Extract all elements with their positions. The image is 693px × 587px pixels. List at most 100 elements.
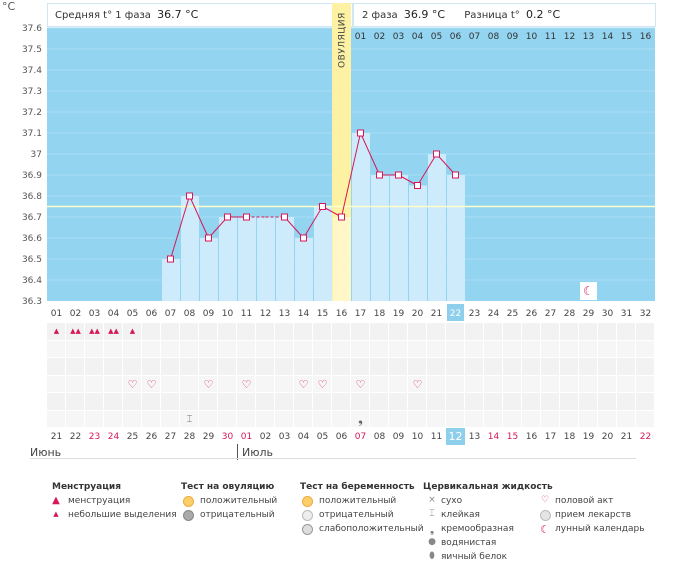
- grid-cell[interactable]: [66, 375, 84, 392]
- grid-cell[interactable]: [313, 393, 331, 410]
- grid-cell[interactable]: [503, 375, 521, 392]
- calendar-date[interactable]: 23: [88, 432, 101, 442]
- grid-cell[interactable]: [579, 410, 597, 427]
- grid-cell[interactable]: [256, 358, 274, 375]
- grid-cell[interactable]: [427, 340, 445, 357]
- grid-cell[interactable]: [123, 375, 141, 392]
- grid-cell[interactable]: [370, 410, 388, 427]
- grid-cell[interactable]: [636, 358, 654, 375]
- grid-cell[interactable]: [104, 375, 122, 392]
- grid-cell[interactable]: [199, 393, 217, 410]
- grid-cell[interactable]: [446, 358, 464, 375]
- grid-cell[interactable]: [47, 358, 65, 375]
- grid-cell[interactable]: [503, 393, 521, 410]
- grid-cell[interactable]: [256, 410, 274, 427]
- grid-cell[interactable]: [142, 323, 160, 340]
- grid-cell[interactable]: [85, 393, 103, 410]
- menstruation-icon[interactable]: ▲▲: [89, 327, 100, 335]
- grid-cell[interactable]: [256, 375, 274, 392]
- grid-cell[interactable]: [332, 393, 350, 410]
- grid-cell[interactable]: [370, 358, 388, 375]
- grid-cell[interactable]: [294, 375, 312, 392]
- heart-icon[interactable]: ♡: [127, 377, 138, 391]
- grid-cell[interactable]: [446, 375, 464, 392]
- grid-cell[interactable]: [142, 375, 160, 392]
- calendar-date[interactable]: 06: [335, 432, 348, 442]
- grid-cell[interactable]: [275, 323, 293, 340]
- grid-cell[interactable]: [161, 410, 179, 427]
- grid-cell[interactable]: [560, 375, 578, 392]
- calendar-date[interactable]: 28: [183, 432, 196, 442]
- grid-cell[interactable]: [85, 410, 103, 427]
- grid-cell[interactable]: [484, 340, 502, 357]
- grid-cell[interactable]: [636, 393, 654, 410]
- grid-cell[interactable]: [636, 375, 654, 392]
- calendar-date[interactable]: 21: [620, 432, 633, 442]
- menstruation-icon[interactable]: ▲▲: [70, 327, 81, 335]
- grid-cell[interactable]: [332, 410, 350, 427]
- calendar-date[interactable]: 05: [316, 432, 329, 442]
- grid-cell[interactable]: [389, 358, 407, 375]
- grid-cell[interactable]: [237, 410, 255, 427]
- grid-cell[interactable]: [218, 393, 236, 410]
- grid-cell[interactable]: [294, 393, 312, 410]
- heart-icon[interactable]: ♡: [203, 377, 214, 391]
- heart-icon[interactable]: ♡: [146, 377, 157, 391]
- grid-cell[interactable]: [579, 323, 597, 340]
- grid-cell[interactable]: [218, 323, 236, 340]
- grid-cell[interactable]: [180, 340, 198, 357]
- grid-cell[interactable]: [598, 340, 616, 357]
- creamy-icon[interactable]: ❟: [358, 411, 363, 426]
- grid-cell[interactable]: [85, 375, 103, 392]
- menstruation-icon[interactable]: ▲▲: [108, 327, 119, 335]
- grid-cell[interactable]: [237, 358, 255, 375]
- grid-cell[interactable]: [199, 323, 217, 340]
- grid-cell[interactable]: [123, 393, 141, 410]
- grid-cell[interactable]: [427, 410, 445, 427]
- grid-cell[interactable]: [522, 393, 540, 410]
- grid-cell[interactable]: [199, 410, 217, 427]
- grid-cell[interactable]: [275, 410, 293, 427]
- grid-cell[interactable]: [560, 393, 578, 410]
- grid-cell[interactable]: [256, 393, 274, 410]
- calendar-date[interactable]: 21: [50, 432, 63, 442]
- grid-cell[interactable]: [560, 410, 578, 427]
- grid-cell[interactable]: [332, 375, 350, 392]
- grid-cell[interactable]: [275, 393, 293, 410]
- grid-cell[interactable]: [370, 340, 388, 357]
- grid-cell[interactable]: [161, 323, 179, 340]
- grid-cell[interactable]: [142, 340, 160, 357]
- calendar-date[interactable]: 26: [145, 432, 158, 442]
- grid-cell[interactable]: [541, 393, 559, 410]
- grid-cell[interactable]: [294, 410, 312, 427]
- grid-cell[interactable]: [446, 323, 464, 340]
- grid-cell[interactable]: [332, 323, 350, 340]
- grid-cell[interactable]: [617, 358, 635, 375]
- small-discharge-icon[interactable]: ▲: [53, 327, 60, 335]
- grid-cell[interactable]: [465, 340, 483, 357]
- grid-cell[interactable]: [408, 340, 426, 357]
- grid-cell[interactable]: [351, 323, 369, 340]
- grid-cell[interactable]: [522, 340, 540, 357]
- calendar-date[interactable]: 09: [392, 432, 405, 442]
- grid-cell[interactable]: [389, 340, 407, 357]
- grid-cell[interactable]: [522, 375, 540, 392]
- grid-cell[interactable]: [123, 323, 141, 340]
- grid-cell[interactable]: [104, 393, 122, 410]
- calendar-date[interactable]: 02: [259, 432, 272, 442]
- grid-cell[interactable]: [237, 340, 255, 357]
- grid-cell[interactable]: [446, 410, 464, 427]
- grid-cell[interactable]: [47, 393, 65, 410]
- grid-cell[interactable]: [351, 375, 369, 392]
- grid-cell[interactable]: [218, 375, 236, 392]
- grid-cell[interactable]: [85, 340, 103, 357]
- grid-cell[interactable]: [465, 323, 483, 340]
- grid-cell[interactable]: [351, 358, 369, 375]
- grid-cell[interactable]: [275, 375, 293, 392]
- grid-cell[interactable]: [294, 340, 312, 357]
- grid-cell[interactable]: [389, 375, 407, 392]
- calendar-date[interactable]: 25: [126, 432, 139, 442]
- calendar-date[interactable]: 03: [278, 432, 291, 442]
- heart-icon[interactable]: ♡: [241, 377, 252, 391]
- calendar-date[interactable]: 20: [601, 432, 614, 442]
